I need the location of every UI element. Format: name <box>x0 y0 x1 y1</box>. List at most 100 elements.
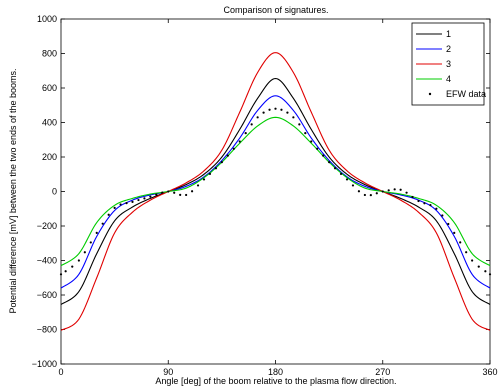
legend-label-2: 2 <box>446 44 451 54</box>
series-efw-data-point <box>465 251 468 254</box>
legend-marker-efw-data <box>428 92 432 96</box>
legend-label-efw-data: EFW data <box>446 89 486 99</box>
series-efw-data-point <box>64 270 67 273</box>
series-efw-data-point <box>196 184 200 187</box>
series-efw-data-point <box>250 123 253 126</box>
series-efw-data-point <box>393 188 396 191</box>
legend-label-4: 4 <box>446 74 451 84</box>
series-efw-data-point <box>208 172 212 176</box>
series-efw-data-point <box>399 188 402 191</box>
series-efw-data-point <box>89 241 92 244</box>
series-efw-data-point <box>292 116 295 119</box>
series-1-line <box>60 77 491 305</box>
series-efw-data-point <box>322 154 325 157</box>
y-tick-label: 600 <box>42 83 57 93</box>
series-efw-data-point <box>453 231 456 234</box>
series-efw-data-point <box>369 194 372 197</box>
y-tick-label: −800 <box>37 325 57 335</box>
y-tick-label: −1000 <box>32 359 57 369</box>
series-efw-data-point <box>488 273 492 276</box>
series-efw-data-point <box>316 147 319 150</box>
series-efw-data-point <box>363 193 366 197</box>
series-efw-data-point <box>190 190 194 193</box>
series-efw-data-point <box>185 193 188 197</box>
series-efw-data-point <box>161 191 164 194</box>
series-efw-data-point <box>286 111 289 114</box>
series-4-line <box>60 116 491 267</box>
y-tick-label: −400 <box>37 256 57 266</box>
series-efw-data-point <box>238 140 241 143</box>
series-efw-data-point <box>429 203 432 207</box>
series-efw-data-point <box>435 207 438 210</box>
series-efw-data-point <box>149 195 152 198</box>
series-efw-data-point <box>304 132 307 135</box>
series-efw-data-point <box>107 213 110 216</box>
x-tick-label: 0 <box>58 367 63 377</box>
x-tick-label: 90 <box>163 367 173 377</box>
series-efw-data-point <box>459 241 462 244</box>
series-efw-data-point <box>381 190 384 193</box>
series-efw-data-point <box>95 231 98 234</box>
series-efw-data-point <box>339 172 343 176</box>
series-efw-data-point <box>137 198 140 202</box>
series-efw-data-point <box>351 184 355 187</box>
series-efw-data-point <box>333 167 337 170</box>
series-efw-data-point <box>375 192 378 195</box>
series-efw-data-point <box>125 201 128 205</box>
series-efw-data-point <box>77 259 80 262</box>
y-tick-label: −200 <box>37 221 57 231</box>
series-efw-data-point <box>310 140 313 143</box>
series-efw-data-point <box>280 108 283 111</box>
series-efw-data-point <box>244 132 247 135</box>
y-tick-label: −600 <box>37 290 57 300</box>
series-efw-data-point <box>274 107 277 110</box>
series-efw-data-point <box>357 190 361 193</box>
series-efw-data-point <box>143 197 146 200</box>
series-efw-data-point <box>232 147 235 150</box>
series-efw-data-point <box>113 206 116 209</box>
series-efw-data-point <box>471 259 474 262</box>
series-efw-data-point <box>345 178 349 181</box>
chart-title: Comparison of signatures. <box>223 5 328 15</box>
series-efw-data-point <box>484 270 487 273</box>
x-axis-label: Angle [deg] of the boom relative to the … <box>155 376 396 386</box>
series-efw-data-point <box>214 167 218 170</box>
series-efw-data-point <box>423 202 426 205</box>
series-efw-data-point <box>155 193 158 196</box>
series-efw-data-point <box>405 191 408 194</box>
x-tick-label: 360 <box>482 367 497 377</box>
series-efw-data-point <box>256 116 259 119</box>
series-efw-data-point <box>268 108 271 111</box>
series-efw-data-point <box>131 200 134 203</box>
series-efw-data-point <box>298 123 301 126</box>
series-efw-data-point <box>71 265 74 268</box>
plot-area: 0 90 180 270 360 −1000 −800 −600 −400 −200 0 200 400… <box>32 14 498 377</box>
series-efw-data-point <box>119 203 122 206</box>
y-tick-label: 0 <box>52 187 57 197</box>
series-efw-data-point <box>411 195 414 199</box>
series-efw-data-point <box>226 154 229 157</box>
series-3-line <box>60 52 491 331</box>
series-efw-data-point <box>387 189 390 192</box>
series-efw-data-point <box>202 178 206 181</box>
series-efw-data-point <box>179 193 182 196</box>
series-efw-data-point <box>417 199 420 203</box>
series-efw-data-point <box>441 214 444 217</box>
series-efw-data-point <box>167 190 170 193</box>
series-efw-data-point <box>328 161 331 164</box>
series-efw-data-point <box>477 265 480 268</box>
series-efw-data-point <box>59 273 63 276</box>
series-efw-data-point <box>447 222 450 226</box>
series-efw-data-point <box>173 191 176 194</box>
y-tick-label: 400 <box>42 118 57 128</box>
legend-label-3: 3 <box>446 59 451 69</box>
legend-label-1: 1 <box>446 29 451 39</box>
series-efw-data-point <box>220 161 223 164</box>
y-tick-label: 200 <box>42 152 57 162</box>
series-efw-data-point <box>101 222 104 225</box>
series-efw-data-point <box>262 111 265 114</box>
x-tick-label: 180 <box>268 367 283 377</box>
x-tick-label: 270 <box>375 367 390 377</box>
series-efw-data-point <box>83 251 86 254</box>
